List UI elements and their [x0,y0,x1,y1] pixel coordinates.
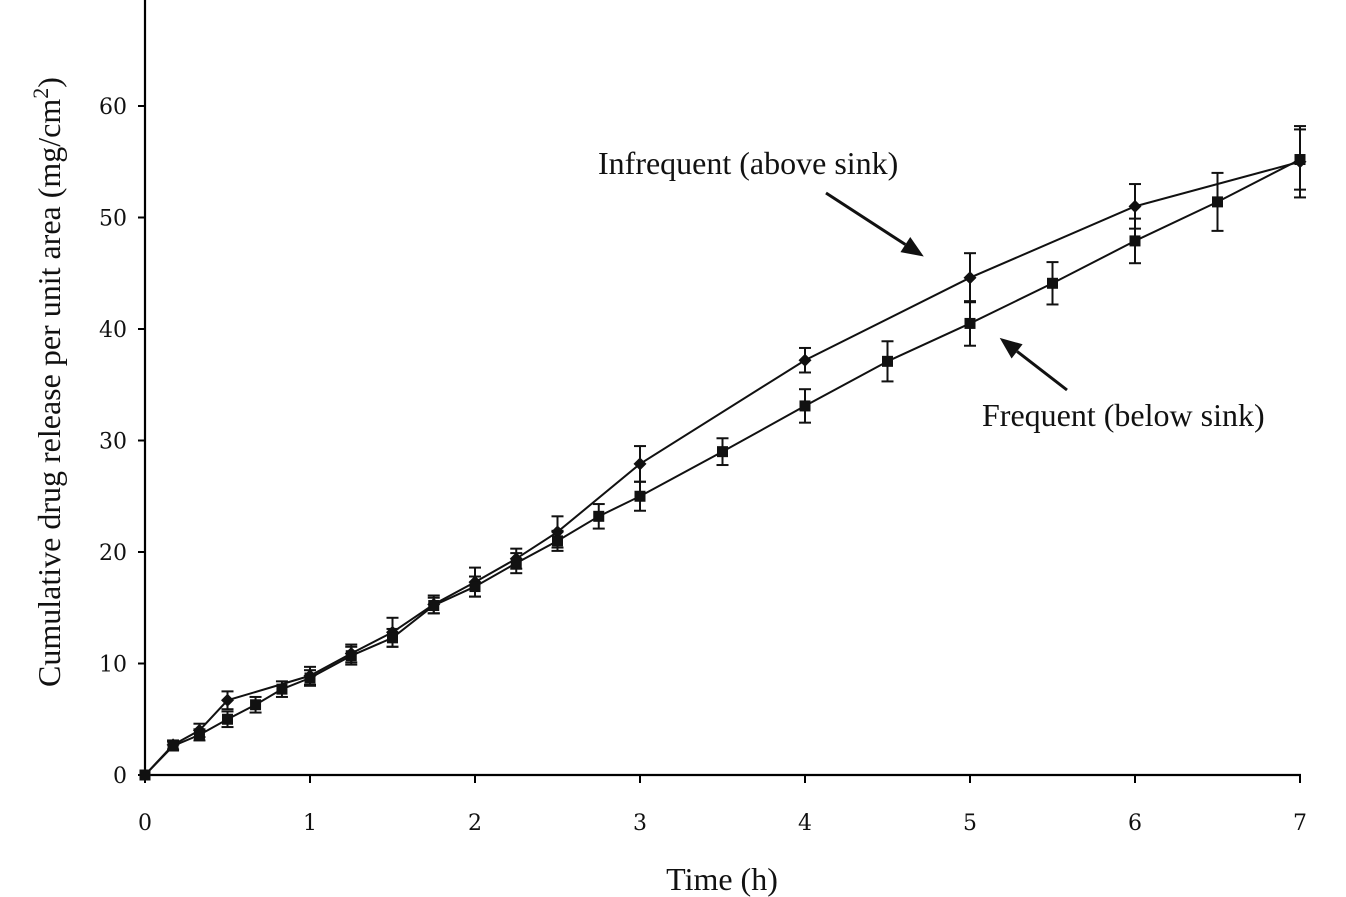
y-tick-label: 30 [99,430,127,455]
x-tick-label: 6 [1128,811,1142,836]
series-line [144,160,1301,776]
data-point-square [964,317,976,329]
data-point-diamond [633,457,647,471]
data-point-square [250,699,262,711]
data-point-square [1129,235,1141,247]
data-point-square [387,632,398,644]
y-tick-label: 60 [99,95,127,120]
y-tick-label: 10 [99,653,127,678]
data-point-square [717,446,728,458]
x-tick-label: 7 [1293,811,1307,836]
arrow-shaft [825,191,907,246]
data-point-square [799,400,811,412]
annotation-frequent: Frequent (below sink) [982,397,1265,433]
series-square [139,128,1306,781]
annotation-infrequent: Infrequent (above sink) [598,145,898,181]
arrow-to-infrequent [825,191,924,257]
y-tick-label: 40 [99,318,127,343]
data-point-square [882,355,893,367]
x-tick-label: 4 [798,811,812,836]
x-tick-label: 0 [138,811,152,836]
y-tick-label: 0 [113,764,127,789]
y-axis-title-superscript: 2 [28,88,53,99]
data-point-square [222,713,233,725]
data-point-square [1047,277,1058,289]
data-point-square [1212,196,1223,208]
arrow-head [900,236,924,257]
x-axis-title: Time (h) [666,861,778,897]
x-tick-label: 5 [963,811,977,836]
data-point-square [552,535,563,547]
y-tick-label: 50 [99,207,127,232]
data-point-square [593,510,605,522]
annotation-layer: Infrequent (above sink) Frequent (below s… [598,145,1265,433]
y-tick-label: 20 [99,541,127,566]
data-point-square [139,769,151,781]
series-layer [138,125,1307,782]
data-point-square [1294,154,1306,166]
arrow-to-frequent [999,337,1068,392]
data-point-square [193,729,205,741]
axes [143,0,1301,777]
x-tick-label: 2 [468,811,482,836]
data-point-square [304,672,316,684]
data-point-diamond [798,353,812,367]
x-tick-label: 3 [633,811,647,836]
data-point-square [469,581,481,593]
arrow-head [999,337,1023,359]
data-point-diamond [963,271,977,285]
y-axis-title: Cumulative drug release per unit area (m… [28,77,67,687]
data-point-square [167,740,179,752]
data-point-square [276,683,288,695]
data-point-square [345,650,357,662]
data-point-square [634,490,646,502]
data-point-diamond [221,693,234,707]
ticks: 0 1 2 3 4 5 6 7 0 10 20 30 40 50 60 [99,95,1307,836]
data-point-square [510,557,522,569]
y-axis-title-main: Cumulative drug release per unit area (m… [31,99,67,687]
arrow-shaft [1016,350,1068,392]
data-point-diamond [1128,199,1142,213]
y-axis-title-close: ) [31,77,67,88]
series-line [144,158,1301,776]
data-point-square [428,600,440,612]
x-tick-label: 1 [303,811,317,836]
